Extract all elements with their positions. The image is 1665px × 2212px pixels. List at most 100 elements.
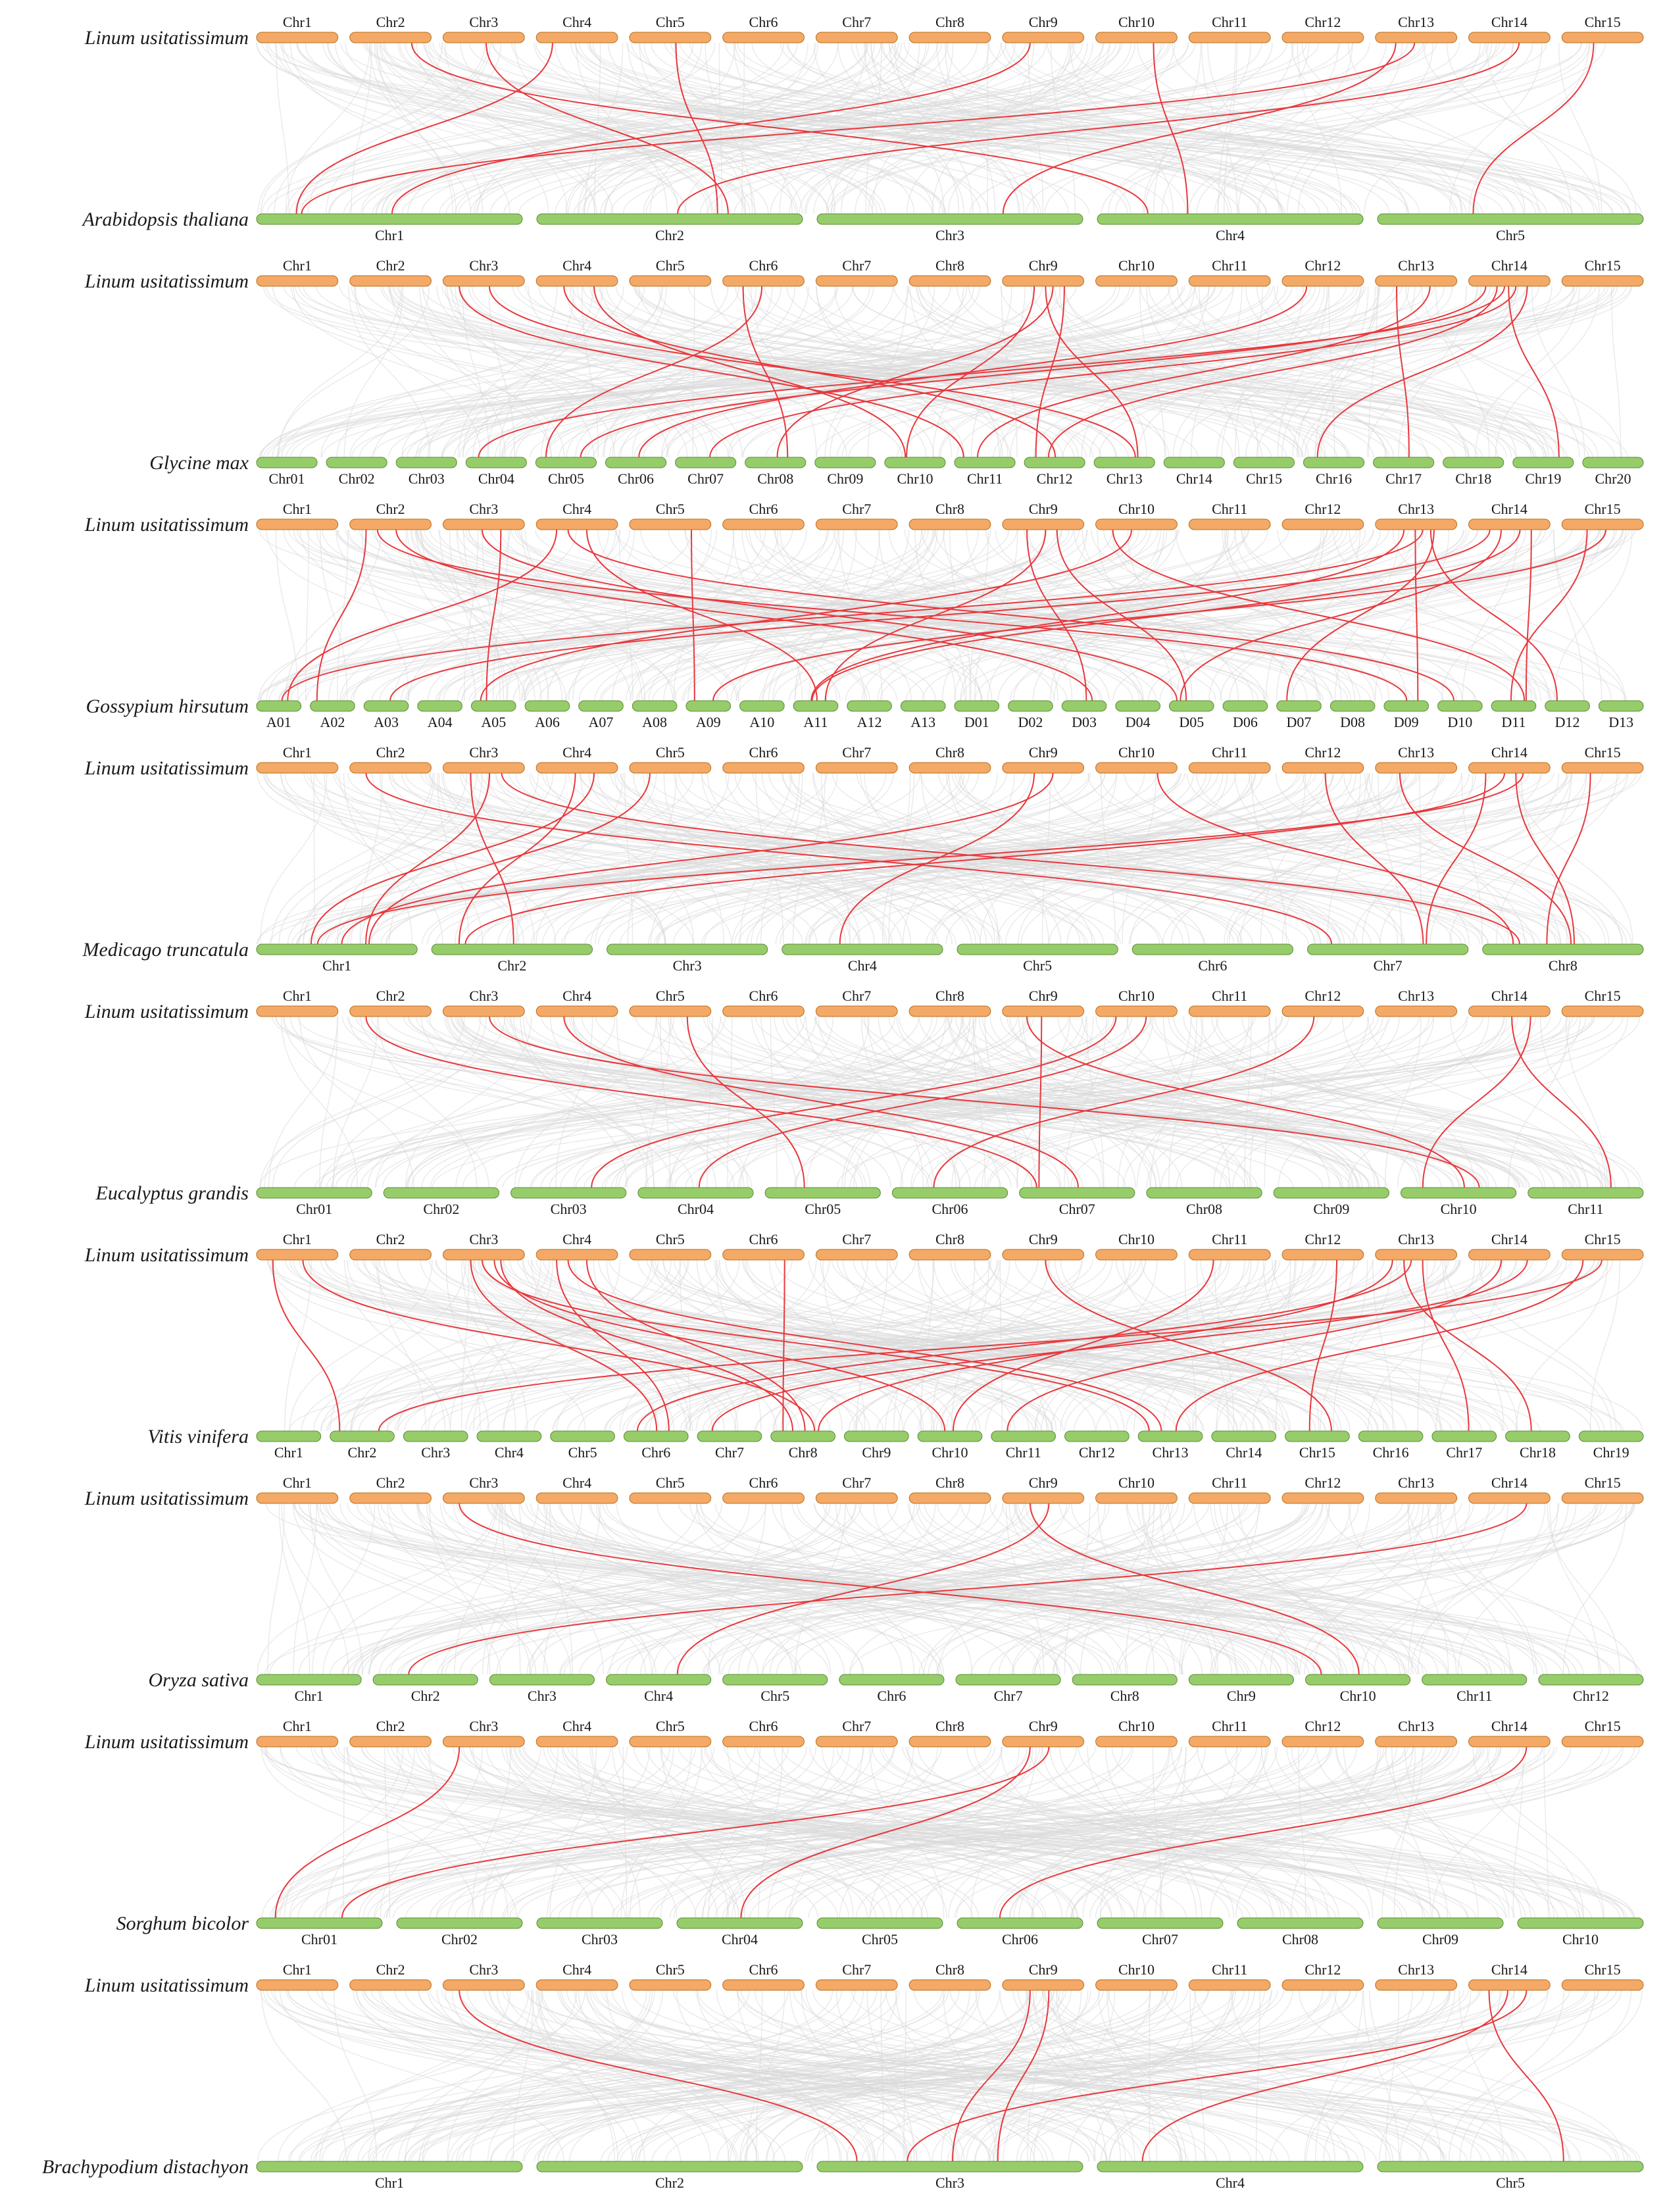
background-link [689, 1503, 1169, 1675]
reference-chromosome-chr5 [629, 762, 712, 774]
reference-chromosome-label: Chr12 [1305, 1961, 1341, 1978]
reference-chromosome-chr6 [722, 32, 805, 43]
target-chromosome-label: Chr09 [1422, 1931, 1458, 1948]
background-link [278, 286, 402, 458]
reference-chromosome-label: Chr2 [376, 1718, 405, 1734]
background-link [342, 1016, 1002, 1188]
background-link [1066, 772, 1370, 945]
background-link [373, 286, 762, 458]
syntenic-link-chr12-chr06 [933, 1016, 1315, 1188]
background-link [1290, 1746, 1379, 1919]
reference-chromosome-label: Chr2 [376, 1961, 405, 1978]
background-link [1091, 529, 1463, 701]
background-link [378, 1016, 478, 1188]
background-link [272, 286, 729, 458]
background-link [650, 772, 792, 945]
background-link [949, 1016, 1151, 1188]
syntenic-link-chr3-chr6 [470, 1259, 658, 1432]
syntenic-link-chr13-chr8 [1399, 772, 1572, 945]
target-chromosome-label: Chr1 [375, 2174, 404, 2191]
reference-chromosome-label: Chr13 [1398, 257, 1434, 274]
target-chromosome-chr05 [535, 457, 597, 468]
background-link [1170, 1746, 1329, 1919]
background-link [1241, 529, 1625, 701]
background-link [441, 1990, 1509, 2162]
background-link [428, 1503, 1112, 1675]
background-link [257, 42, 485, 214]
background-link [1214, 1503, 1354, 1675]
target-chromosome-chr08 [1237, 1917, 1364, 1929]
background-link [510, 529, 1349, 701]
background-link [331, 1016, 946, 1188]
background-link [526, 1503, 828, 1675]
syntenic-link-chr3-chr01 [274, 1746, 460, 1919]
syntenic-link-chr2-chr4 [410, 42, 1149, 214]
reference-chromosome-chr2 [349, 1249, 432, 1261]
target-chromosome-label: A12 [857, 714, 882, 730]
target-chromosome-label: Chr02 [423, 1201, 459, 1217]
background-link [772, 1503, 1115, 1675]
target-chromosome-label: D09 [1394, 714, 1419, 730]
background-link [751, 772, 998, 945]
reference-chromosome-label: Chr13 [1398, 988, 1434, 1004]
background-link [1005, 42, 1514, 214]
background-link [572, 1016, 749, 1188]
background-link [797, 1503, 1297, 1675]
reference-chromosome-chr5 [629, 1736, 712, 1747]
background-link [1010, 286, 1195, 458]
background-link [524, 1259, 1406, 1432]
background-link [1396, 772, 1509, 945]
target-chromosome-chr07 [675, 457, 737, 468]
background-link [1028, 529, 1376, 701]
reference-chromosome-chr7 [815, 1005, 898, 1017]
background-link [1160, 1016, 1504, 1188]
reference-chromosome-label: Chr14 [1491, 14, 1528, 30]
background-link [473, 1259, 554, 1432]
reference-chromosome-label: Chr6 [749, 1961, 778, 1978]
background-link [620, 286, 968, 458]
target-chromosome-chr4 [782, 943, 943, 955]
target-chromosome-label: A04 [428, 714, 453, 730]
target-chromosome-chr9 [1188, 1674, 1295, 1686]
background-link [449, 286, 1300, 458]
reference-chromosome-chr13 [1375, 32, 1458, 43]
reference-chromosome-label: Chr10 [1118, 744, 1155, 761]
background-link [1098, 1990, 1197, 2162]
reference-chromosome-chr8 [908, 518, 991, 530]
background-link [405, 42, 946, 214]
background-link [974, 529, 1617, 701]
reference-chromosome-label: Chr15 [1585, 988, 1621, 1004]
background-link [281, 772, 520, 945]
target-chromosome-a03 [363, 700, 409, 712]
reference-chromosome-label: Chr14 [1491, 1961, 1528, 1978]
background-link [468, 1259, 1291, 1432]
background-link [351, 1259, 793, 1432]
background-link [289, 1259, 433, 1432]
reference-chromosome-label: Chr10 [1118, 257, 1155, 274]
syntenic-link-chr13-chr17 [1396, 286, 1410, 458]
reference-chromosome-label: Chr13 [1398, 1231, 1434, 1247]
background-link [856, 42, 1187, 214]
target-chromosome-d04 [1115, 700, 1160, 712]
background-link [943, 529, 1058, 701]
syntenic-link-chr10-chr03 [591, 1016, 1117, 1188]
background-link [297, 42, 1039, 214]
reference-chromosome-chr8 [908, 32, 991, 43]
background-link [332, 1016, 487, 1188]
reference-chromosome-label: Chr7 [842, 257, 871, 274]
background-link [549, 1503, 845, 1675]
background-link [355, 1990, 870, 2162]
background-link [524, 1990, 1641, 2162]
background-link [370, 1016, 1246, 1188]
background-links [257, 1503, 1642, 1675]
background-link [316, 1503, 548, 1675]
background-link [685, 529, 912, 701]
background-link [447, 1990, 533, 2162]
reference-chromosome-chr1 [256, 1979, 339, 1991]
background-link [1378, 772, 1403, 945]
background-link [767, 1746, 1641, 1919]
background-link [1410, 1503, 1546, 1675]
syntenic-link-chr6-chr8 [782, 1259, 785, 1432]
background-link [1299, 1990, 1570, 2162]
reference-chromosome-chr13 [1375, 275, 1458, 287]
